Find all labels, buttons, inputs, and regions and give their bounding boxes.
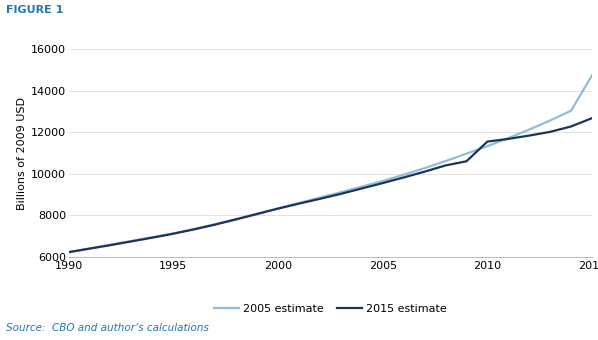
Text: Estimates  of Potential NFB Output 1990-2015: Estimates of Potential NFB Output 1990-2… <box>5 27 330 40</box>
Legend: 2005 estimate, 2015 estimate: 2005 estimate, 2015 estimate <box>210 300 451 319</box>
Text: FIGURE 1: FIGURE 1 <box>6 5 63 15</box>
Text: Source:  CBO and author’s calculations: Source: CBO and author’s calculations <box>6 323 209 333</box>
Y-axis label: Billions of 2009 USD: Billions of 2009 USD <box>17 97 27 209</box>
